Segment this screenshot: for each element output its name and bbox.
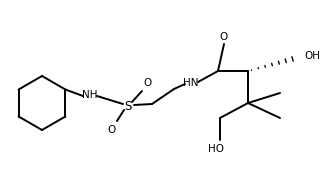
Text: HN: HN xyxy=(183,78,199,88)
Text: HO: HO xyxy=(208,144,224,154)
Text: NH: NH xyxy=(82,90,98,100)
Text: O: O xyxy=(220,32,228,42)
Text: O: O xyxy=(143,78,151,88)
Text: S: S xyxy=(124,99,132,112)
Text: O: O xyxy=(108,125,116,135)
Text: OH: OH xyxy=(304,51,320,61)
